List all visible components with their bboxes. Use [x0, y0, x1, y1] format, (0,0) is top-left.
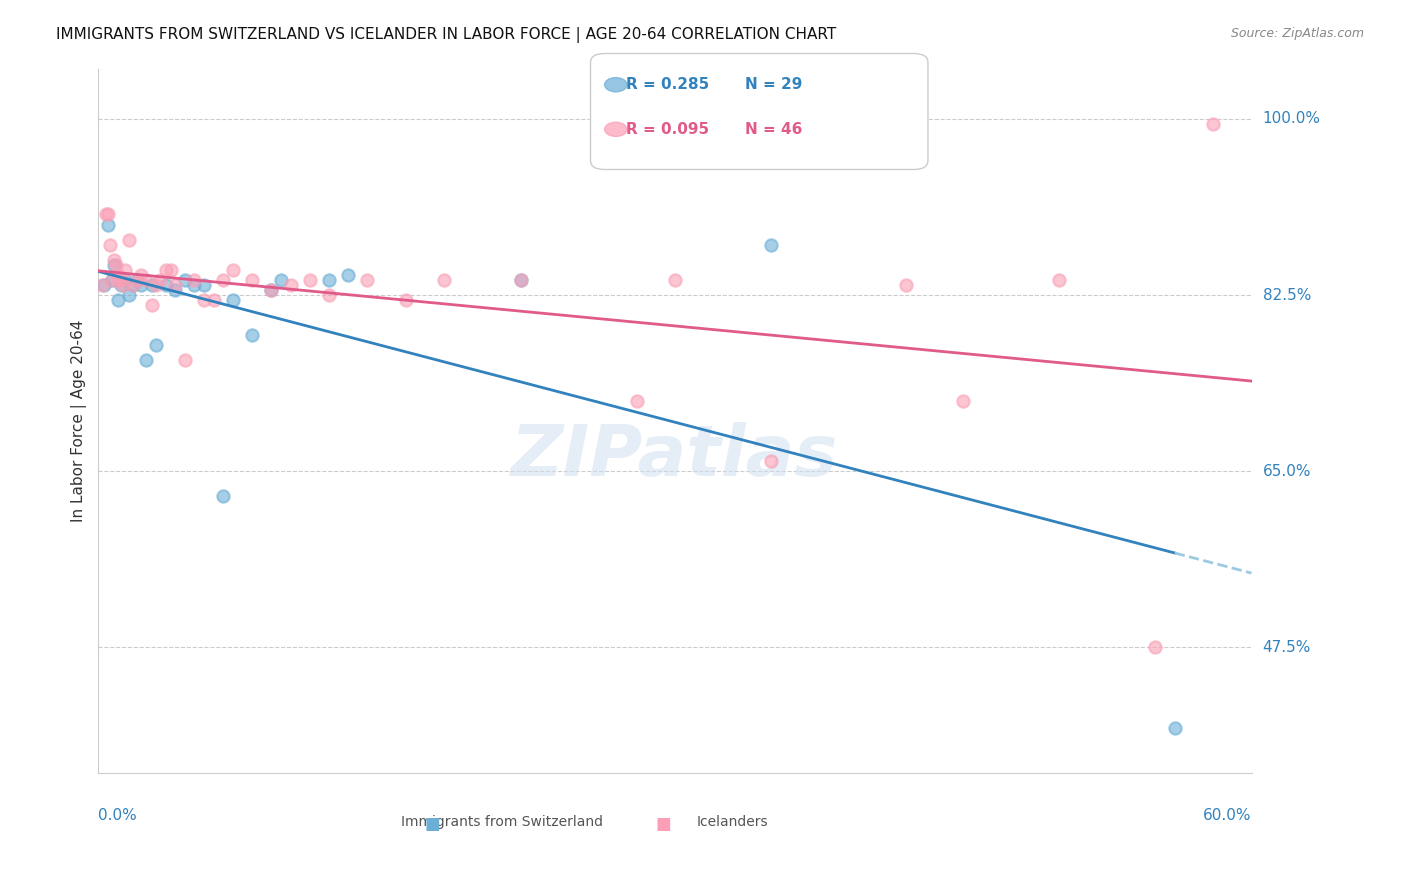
Text: 0.0%: 0.0% — [98, 808, 138, 823]
Point — [101, 273, 124, 287]
Y-axis label: In Labor Force | Age 20-64: In Labor Force | Age 20-64 — [72, 319, 87, 522]
Point — [298, 273, 321, 287]
Point — [145, 277, 167, 292]
Point — [145, 338, 167, 352]
Point — [97, 207, 120, 221]
Text: ■: ■ — [655, 815, 671, 833]
Point — [141, 277, 163, 292]
Point — [759, 454, 782, 468]
Point — [103, 252, 125, 267]
Point — [114, 263, 136, 277]
Point — [129, 277, 152, 292]
Point — [183, 277, 205, 292]
Point — [155, 263, 177, 277]
Text: 47.5%: 47.5% — [1263, 640, 1310, 655]
Point — [129, 268, 152, 282]
Point — [337, 268, 360, 282]
Point — [202, 293, 225, 307]
Point — [626, 393, 648, 408]
Point — [952, 393, 974, 408]
Point — [93, 277, 115, 292]
Point — [103, 258, 125, 272]
Point — [1163, 721, 1185, 735]
Point — [270, 273, 292, 287]
Text: ■: ■ — [425, 815, 440, 833]
Text: 100.0%: 100.0% — [1263, 112, 1320, 127]
Point — [110, 277, 132, 292]
Point — [160, 263, 183, 277]
Point — [1202, 117, 1225, 131]
Point — [894, 277, 917, 292]
Point — [135, 273, 157, 287]
Point — [433, 273, 456, 287]
Point — [318, 288, 340, 302]
Point — [125, 273, 148, 287]
Point — [193, 293, 215, 307]
Text: 65.0%: 65.0% — [1263, 464, 1312, 479]
Text: N = 46: N = 46 — [745, 122, 803, 136]
Point — [212, 273, 235, 287]
Text: Source: ZipAtlas.com: Source: ZipAtlas.com — [1230, 27, 1364, 40]
Point — [510, 273, 533, 287]
Text: Immigrants from Switzerland: Immigrants from Switzerland — [401, 815, 603, 830]
Text: 82.5%: 82.5% — [1263, 287, 1310, 302]
Text: R = 0.285: R = 0.285 — [626, 78, 709, 92]
Point — [173, 353, 195, 368]
Point — [149, 273, 172, 287]
Point — [183, 273, 205, 287]
Point — [110, 273, 132, 287]
Point — [212, 489, 235, 503]
Point — [1144, 640, 1167, 655]
Point — [97, 218, 120, 232]
Point — [118, 288, 141, 302]
Point — [94, 207, 117, 221]
Point — [1047, 273, 1070, 287]
Point — [108, 273, 131, 287]
Point — [91, 277, 114, 292]
Text: N = 29: N = 29 — [745, 78, 803, 92]
Point — [141, 298, 163, 312]
Point — [165, 277, 187, 292]
Point — [664, 273, 686, 287]
Point — [112, 277, 135, 292]
Point — [122, 277, 145, 292]
Point — [510, 273, 533, 287]
Text: Icelanders: Icelanders — [697, 815, 769, 830]
Point — [240, 328, 263, 343]
Point — [260, 283, 283, 297]
Point — [114, 273, 136, 287]
Text: R = 0.095: R = 0.095 — [626, 122, 709, 136]
Point — [240, 273, 263, 287]
Point — [122, 277, 145, 292]
Point — [165, 283, 187, 297]
Point — [155, 277, 177, 292]
Point — [318, 273, 340, 287]
Point — [98, 237, 121, 252]
Point — [173, 273, 195, 287]
Point — [222, 263, 245, 277]
Point — [135, 353, 157, 368]
Text: ZIPatlas: ZIPatlas — [512, 422, 838, 491]
Point — [118, 233, 141, 247]
Point — [395, 293, 418, 307]
Point — [104, 258, 127, 272]
Point — [125, 273, 148, 287]
Point — [260, 283, 283, 297]
Point — [759, 237, 782, 252]
Point — [193, 277, 215, 292]
Text: 60.0%: 60.0% — [1204, 808, 1251, 823]
Point — [107, 268, 129, 282]
Point — [356, 273, 378, 287]
Point — [101, 273, 124, 287]
Point — [222, 293, 245, 307]
Point — [280, 277, 302, 292]
Text: IMMIGRANTS FROM SWITZERLAND VS ICELANDER IN LABOR FORCE | AGE 20-64 CORRELATION : IMMIGRANTS FROM SWITZERLAND VS ICELANDER… — [56, 27, 837, 43]
Point — [107, 293, 129, 307]
